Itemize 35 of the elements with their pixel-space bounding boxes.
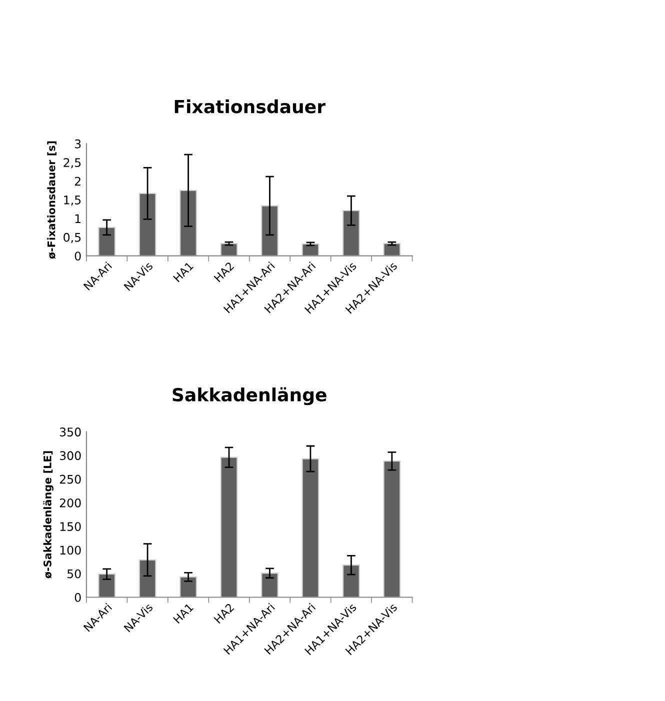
bar xyxy=(180,576,197,598)
bar xyxy=(383,242,401,256)
y-tick-label: 2 xyxy=(74,176,80,186)
y-tick-label: 0 xyxy=(74,252,81,261)
bar xyxy=(138,192,156,256)
y-tick-label: 1,5 xyxy=(64,196,81,206)
bar xyxy=(383,460,401,598)
bar xyxy=(98,574,116,598)
chart-title: Fixationsdauer xyxy=(174,99,326,114)
bar xyxy=(302,458,320,598)
y-axis-title: ø-Sakkadenlänge [LE] xyxy=(43,451,54,578)
bar xyxy=(180,190,197,256)
y-tick-label: 50 xyxy=(67,569,81,578)
bar xyxy=(342,564,360,598)
bar xyxy=(261,572,278,598)
y-tick-label: 2,5 xyxy=(64,158,81,168)
bar xyxy=(342,210,360,256)
y-tick-label: 100 xyxy=(60,546,81,555)
y-tick-label: 1 xyxy=(75,214,80,223)
bar xyxy=(302,243,320,256)
y-tick-label: 150 xyxy=(60,522,81,532)
bar xyxy=(220,456,238,598)
y-tick-label: 200 xyxy=(60,498,81,508)
y-tick-label: 0,5 xyxy=(64,232,81,244)
chart-title: Sakkadenlänge xyxy=(172,387,326,406)
y-tick-label: 350 xyxy=(60,428,81,436)
bar xyxy=(98,226,116,256)
bar xyxy=(220,242,238,256)
bar xyxy=(261,205,278,256)
y-tick-label: 0 xyxy=(74,592,81,602)
y-tick-label: 3 xyxy=(74,139,81,148)
y-tick-label: 250 xyxy=(60,474,81,484)
y-tick-label: 300 xyxy=(60,451,81,460)
y-axis-title: ø-Fixationsdauer [s] xyxy=(47,141,56,259)
bar xyxy=(138,559,156,598)
